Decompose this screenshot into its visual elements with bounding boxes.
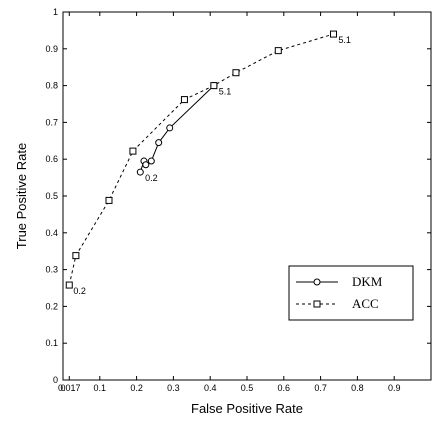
y-tick-label: 0.7 — [45, 117, 58, 127]
x-tick-label: 0.9 — [388, 383, 401, 393]
y-tick-label: 0.6 — [45, 154, 58, 164]
y-tick-label: 0.9 — [45, 44, 58, 54]
data-point-dkm — [155, 139, 163, 147]
point-annotation: 0.2 — [73, 286, 86, 296]
y-tick-label: 1 — [53, 7, 58, 17]
data-point-dkm — [142, 161, 150, 169]
data-point-acc — [129, 147, 137, 155]
y-tick-label: 0.2 — [45, 301, 58, 311]
legend-dkm-label: DKM — [352, 274, 383, 289]
data-point-dkm — [166, 124, 174, 132]
y-tick-label: 0.1 — [45, 338, 58, 348]
x-tick-label: 0.7 — [314, 383, 327, 393]
x-axis-title: False Positive Rate — [191, 401, 303, 416]
data-point-acc — [72, 252, 80, 260]
legend-acc-marker — [313, 300, 321, 308]
data-point-dkm — [136, 168, 144, 176]
x-tick-label: 0.6 — [278, 383, 291, 393]
data-point-acc — [210, 82, 218, 90]
data-point-dkm — [147, 157, 155, 165]
data-point-acc — [65, 281, 73, 289]
annotation-group: 0.2 5.1 0.2 5.1 — [73, 35, 350, 296]
legend-acc-label: ACC — [352, 296, 379, 311]
point-annotation: 0.2 — [145, 173, 158, 183]
point-annotation: 5.1 — [338, 35, 351, 45]
y-tick-label: 0.4 — [45, 228, 58, 238]
x-tick-label: 0.2 — [130, 383, 143, 393]
y-tick-label: 0.3 — [45, 265, 58, 275]
data-point-acc — [180, 96, 188, 104]
x-tick-label: 0.1 — [94, 383, 107, 393]
x-tick-label: 0.8 — [351, 383, 364, 393]
y-tick-label: 0 — [53, 375, 58, 385]
data-point-acc — [232, 69, 240, 77]
data-point-acc — [329, 30, 337, 38]
legend-box — [288, 265, 414, 321]
series-group — [65, 30, 337, 289]
y-tick-label: 0.8 — [45, 81, 58, 91]
tick-group: 00.017 0.1 0.2 0.3 0.4 0.5 0.6 0.7 0.8 0.9 0 0.1 0.2… — [45, 7, 431, 393]
y-tick-label: 0.5 — [45, 191, 58, 201]
y-axis-title: True Positive Rate — [14, 143, 29, 249]
data-point-acc — [105, 196, 113, 204]
x-tick-label: 0.017 — [58, 383, 81, 393]
x-tick-label: 0.4 — [204, 383, 217, 393]
x-tick-label: 0.5 — [241, 383, 254, 393]
legend-dkm-marker — [313, 278, 321, 286]
plot-area — [62, 11, 432, 381]
x-tick-label: 0.3 — [167, 383, 180, 393]
x-tick-label: 0 — [60, 383, 65, 393]
legend: DKM ACC — [288, 265, 414, 321]
data-point-acc — [274, 47, 282, 55]
point-annotation: 5.1 — [219, 87, 232, 97]
